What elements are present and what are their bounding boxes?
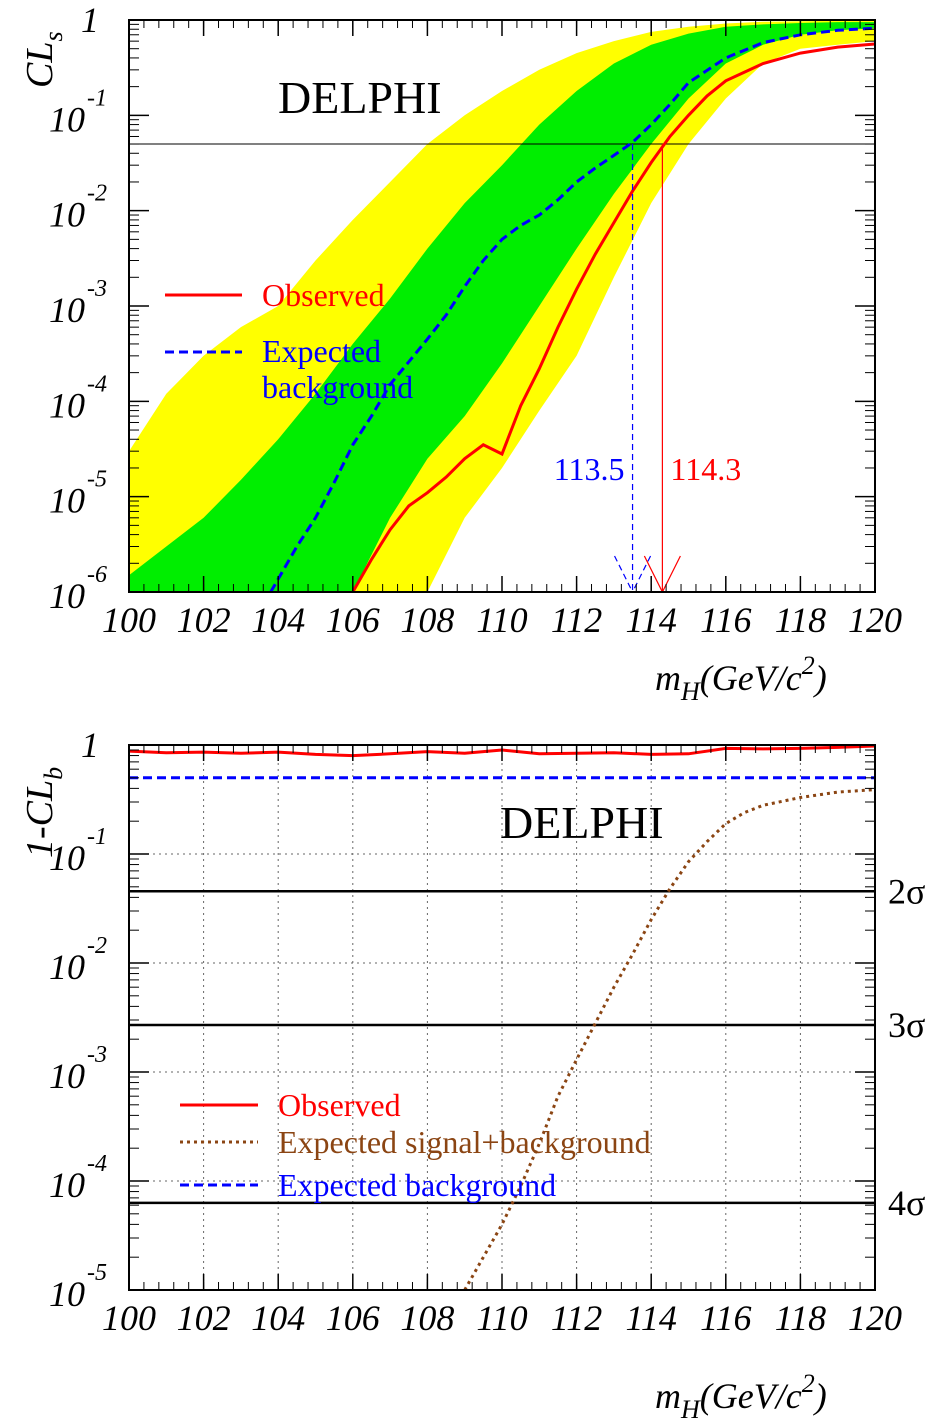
clb-x-tick-label: 108 — [400, 1298, 454, 1338]
cls-legend-observed-label: Observed — [262, 277, 385, 313]
cls-limit-arrow-left — [643, 555, 663, 593]
clb-y-tick-label-base: 10 — [49, 1165, 85, 1205]
cls-panel: 113.5 114.3 100 102 104 106 108 110 112 114 116 11… — [19, 0, 902, 706]
clb-x-tick-label: 110 — [476, 1298, 527, 1338]
cls-x-tick-label: 116 — [700, 600, 751, 640]
clb-y-tick-label-exp: -1 — [87, 824, 107, 850]
clb-x-tick-label: 114 — [626, 1298, 677, 1338]
cls-y-tick-label-exp: -2 — [87, 181, 107, 207]
cls-y-tick-label-base: 10 — [49, 99, 85, 139]
cls-x-tick-label: 104 — [251, 600, 305, 640]
clb-ticks: 100 102 104 106 108 110 112 114 116 118 120110-110… — [49, 725, 902, 1338]
clb-x-tick-label: 118 — [775, 1298, 826, 1338]
cls-limit-label: 114.3 — [670, 451, 741, 487]
clb-series-line-1 — [463, 788, 875, 1290]
cls-y-tick-label-base: 10 — [49, 290, 85, 330]
clb-xlabel: mH(GeV/c2) — [655, 1369, 827, 1424]
cls-series — [269, 26, 875, 592]
clb-y-tick-label-base: 10 — [49, 1056, 85, 1096]
cls-x-tick-label: 110 — [476, 600, 527, 640]
cls-x-tick-label: 100 — [102, 600, 156, 640]
clb-legend-label: Observed — [278, 1087, 401, 1123]
cls-limit-markers: 113.5 114.3 — [554, 144, 741, 593]
clb-x-tick-label: 102 — [177, 1298, 231, 1338]
cls-ylabel: CLs — [19, 31, 68, 88]
cls-y-tick-label: 1 — [81, 0, 99, 40]
cls-bands — [129, 20, 875, 592]
cls-y-tick-label-exp: -1 — [87, 85, 107, 111]
cls-y-tick-label-exp: -3 — [87, 276, 107, 302]
cls-limit-arrow-left — [614, 555, 634, 593]
cls-x-tick-label: 102 — [177, 600, 231, 640]
cls-legend-expected-label-2: background — [262, 369, 413, 405]
clb-x-tick-label: 106 — [326, 1298, 380, 1338]
clb-y-tick-label: 1 — [81, 725, 99, 765]
cls-title: DELPHI — [278, 72, 442, 123]
clb-x-tick-label: 120 — [848, 1298, 902, 1338]
clb-sigma-label: 2σ — [888, 871, 925, 911]
cls-y-tick-label-base: 10 — [49, 481, 85, 521]
clb-sigma-label: 3σ — [888, 1005, 925, 1045]
clb-x-tick-label: 112 — [551, 1298, 602, 1338]
cls-y-tick-label-exp: -5 — [87, 467, 107, 493]
cls-y-tick-label-exp: -6 — [87, 562, 107, 588]
cls-x-tick-label: 112 — [551, 600, 602, 640]
cls-limit-arrow-right — [661, 555, 681, 593]
cls-y-tick-label-exp: -4 — [87, 371, 107, 397]
cls-y-tick-label-base: 10 — [49, 576, 85, 616]
cls-series-line-0 — [351, 42, 875, 592]
clb-y-tick-label-exp: -4 — [87, 1151, 107, 1177]
cls-y-tick-label-base: 10 — [49, 385, 85, 425]
cls-x-tick-label: 118 — [775, 600, 826, 640]
clb-legend-label: Expected signal+background — [278, 1124, 651, 1160]
cls-legend-expected-label: Expected — [262, 333, 381, 369]
clb-y-tick-label-base: 10 — [49, 947, 85, 987]
cls-x-tick-label: 108 — [400, 600, 454, 640]
cls-xlabel: mH(GeV/c2) — [655, 651, 827, 706]
clb-x-tick-label: 100 — [102, 1298, 156, 1338]
cls-x-tick-label: 114 — [626, 600, 677, 640]
clb-legend-label: Expected background — [278, 1167, 556, 1203]
clb-y-tick-label-base: 10 — [49, 1274, 85, 1314]
clb-x-tick-label: 116 — [700, 1298, 751, 1338]
clb-sigma-lines: 2σ 3σ 4σ — [129, 871, 925, 1223]
clb-title: DELPHI — [500, 797, 664, 848]
clb-y-tick-label-exp: -2 — [87, 933, 107, 959]
clb-ylabel: 1-CLb — [19, 767, 68, 858]
clb-x-tick-label: 104 — [251, 1298, 305, 1338]
clb-sigma-label: 4σ — [888, 1183, 925, 1223]
cls-limit-arrow-right — [632, 555, 652, 593]
clb-y-tick-label-exp: -3 — [87, 1042, 107, 1068]
cls-x-tick-label: 106 — [326, 600, 380, 640]
cls-limit-label: 113.5 — [554, 451, 625, 487]
cls-ticks: 100 102 104 106 108 110 112 114 116 118 120110-110… — [49, 0, 902, 640]
clb-y-tick-label-base: 10 — [49, 838, 85, 878]
cls-y-tick-label-base: 10 — [49, 195, 85, 235]
cls-series-line-1 — [269, 26, 875, 592]
clb-y-tick-label-exp: -5 — [87, 1260, 107, 1286]
cls-x-tick-label: 120 — [848, 600, 902, 640]
cls-green-band — [129, 22, 875, 592]
